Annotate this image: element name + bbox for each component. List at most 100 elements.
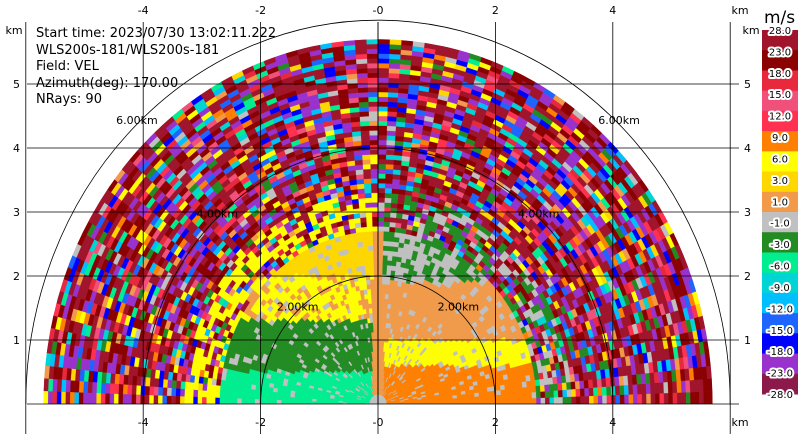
velocity-gate bbox=[356, 63, 368, 69]
velocity-gate bbox=[366, 288, 372, 295]
velocity-gate bbox=[377, 154, 387, 160]
velocity-gate bbox=[615, 394, 621, 405]
velocity-gate bbox=[545, 397, 550, 405]
velocity-gate bbox=[364, 187, 372, 194]
velocity-gate bbox=[394, 222, 402, 229]
velocity-gate bbox=[380, 322, 384, 328]
velocity-gate bbox=[496, 399, 502, 405]
velocity-gate bbox=[385, 163, 394, 170]
velocity-gate bbox=[359, 116, 370, 122]
velocity-gate bbox=[395, 217, 403, 224]
velocity-gate bbox=[650, 393, 656, 405]
velocity-gate bbox=[362, 163, 371, 170]
velocity-gate bbox=[380, 307, 385, 314]
velocity-gate bbox=[366, 284, 371, 290]
velocity-gate bbox=[579, 388, 585, 397]
velocity-gate bbox=[574, 380, 581, 390]
velocity-gate bbox=[694, 379, 700, 393]
velocity-gate bbox=[372, 226, 379, 232]
velocity-gate bbox=[377, 58, 390, 64]
velocity-gate bbox=[588, 379, 594, 389]
velocity-gate bbox=[505, 398, 511, 405]
velocity-gate bbox=[367, 87, 379, 93]
velocity-gate bbox=[377, 226, 384, 232]
velocity-gate bbox=[366, 48, 379, 54]
velocity-gate bbox=[368, 255, 374, 261]
velocity-gate bbox=[357, 92, 369, 98]
velocity-gate bbox=[703, 391, 709, 405]
velocity-gate bbox=[628, 384, 634, 395]
velocity-gate bbox=[390, 197, 398, 204]
velocity-gate bbox=[389, 212, 397, 218]
velocity-gate bbox=[367, 82, 379, 88]
velocity-gate bbox=[474, 392, 480, 397]
velocity-gate bbox=[470, 400, 476, 405]
velocity-gate bbox=[358, 106, 369, 113]
velocity-gate bbox=[379, 341, 383, 347]
velocity-gate bbox=[387, 255, 393, 261]
velocity-gate bbox=[385, 284, 390, 290]
velocity-gate bbox=[364, 260, 370, 266]
velocity-gate bbox=[602, 395, 608, 405]
velocity-gate bbox=[361, 236, 368, 242]
velocity-gate bbox=[369, 274, 375, 280]
velocity-gate bbox=[374, 312, 379, 318]
velocity-gate bbox=[374, 303, 379, 309]
velocity-gate bbox=[496, 394, 502, 400]
velocity-gate bbox=[526, 380, 532, 388]
velocity-gate bbox=[384, 192, 392, 199]
velocity-gate bbox=[361, 144, 371, 151]
velocity-gate bbox=[370, 283, 375, 290]
velocity-gate bbox=[358, 197, 366, 204]
velocity-gate bbox=[583, 379, 589, 389]
velocity-gate bbox=[368, 111, 379, 117]
velocity-gate bbox=[365, 211, 373, 218]
velocity-gate bbox=[381, 293, 386, 299]
velocity-gate bbox=[654, 382, 660, 394]
velocity-gate bbox=[383, 312, 387, 319]
velocity-gate bbox=[366, 226, 373, 232]
velocity-gate bbox=[388, 72, 400, 79]
velocity-gate bbox=[366, 221, 373, 227]
velocity-gate bbox=[360, 221, 367, 228]
velocity-gate bbox=[388, 289, 393, 295]
velocity-gate bbox=[382, 259, 388, 266]
velocity-gate bbox=[363, 183, 372, 189]
velocity-gate bbox=[363, 173, 371, 180]
velocity-gate bbox=[389, 39, 402, 46]
velocity-gate bbox=[377, 130, 387, 136]
velocity-gate bbox=[377, 163, 386, 170]
velocity-gate bbox=[393, 241, 399, 248]
velocity-gate bbox=[377, 72, 389, 78]
velocity-gate bbox=[358, 96, 369, 103]
velocity-gate bbox=[394, 227, 401, 234]
velocity-gate bbox=[531, 397, 537, 405]
velocity-gate bbox=[380, 317, 384, 323]
velocity-gate bbox=[383, 216, 391, 223]
velocity-gate bbox=[374, 298, 379, 304]
velocity-gate bbox=[369, 154, 379, 160]
velocity-gate bbox=[377, 274, 383, 280]
velocity-gate bbox=[370, 183, 379, 189]
velocity-gate bbox=[381, 279, 387, 285]
velocity-gate bbox=[557, 382, 563, 391]
velocity-gate bbox=[373, 279, 379, 285]
velocity-gate bbox=[377, 250, 384, 256]
velocity-field bbox=[43, 39, 713, 405]
velocity-gate bbox=[355, 173, 364, 180]
velocity-gate bbox=[540, 391, 546, 398]
velocity-gate bbox=[356, 183, 365, 190]
velocity-gate bbox=[561, 382, 568, 391]
velocity-gate bbox=[707, 391, 713, 405]
velocity-gate bbox=[549, 390, 555, 398]
velocity-gate bbox=[353, 154, 363, 161]
velocity-gate bbox=[368, 259, 374, 266]
velocity-gate bbox=[588, 387, 594, 397]
velocity-gate bbox=[601, 386, 607, 396]
velocity-gate bbox=[611, 394, 616, 405]
velocity-gate bbox=[382, 327, 386, 333]
velocity-gate bbox=[389, 48, 401, 55]
velocity-gate bbox=[685, 391, 691, 405]
velocity-gate bbox=[377, 288, 382, 294]
velocity-gate bbox=[385, 144, 395, 151]
